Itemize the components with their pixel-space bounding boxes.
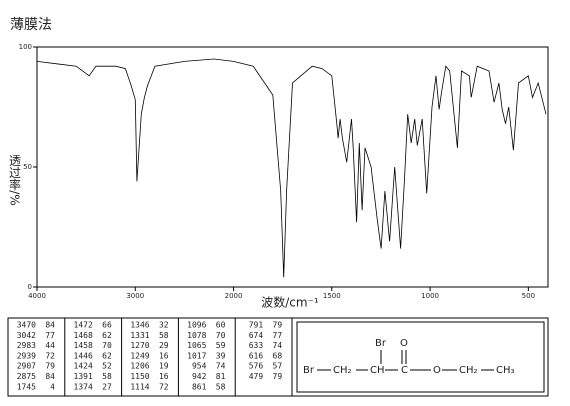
peak-transmittance: 84 [45, 321, 55, 330]
peak-transmittance: 62 [102, 331, 112, 340]
peak-wavenumber: 633 [249, 341, 264, 350]
peak-wavenumber: 2983 [17, 341, 36, 350]
peak-transmittance: 66 [102, 321, 112, 330]
peak-wavenumber: 1391 [74, 372, 93, 381]
peak-transmittance: 52 [102, 362, 112, 371]
peak-wavenumber: 616 [249, 351, 264, 360]
peak-wavenumber: 1150 [130, 372, 149, 381]
peak-transmittance: 32 [159, 321, 169, 330]
peak-wavenumber: 2907 [17, 362, 36, 371]
structure-label: CH₃ [496, 365, 515, 376]
peak-transmittance: 4 [50, 382, 55, 391]
peak-wavenumber: 1374 [74, 382, 93, 391]
peak-wavenumber: 861 [192, 382, 207, 391]
y-tick-label: 50 [23, 163, 32, 171]
peak-transmittance: 84 [45, 372, 55, 381]
x-tick-label: 4000 [28, 292, 46, 300]
peak-wavenumber: 2875 [17, 372, 36, 381]
peak-transmittance: 79 [273, 372, 283, 381]
structure-label: Br [303, 365, 315, 376]
peak-wavenumber: 791 [249, 321, 264, 330]
peak-wavenumber: 1114 [130, 382, 149, 391]
peak-transmittance: 19 [159, 362, 169, 371]
peak-transmittance: 72 [159, 382, 169, 391]
structure-label: O [400, 338, 408, 349]
peak-wavenumber: 1346 [130, 321, 149, 330]
peak-transmittance: 72 [45, 351, 55, 360]
peak-transmittance: 79 [273, 321, 283, 330]
peak-transmittance: 58 [216, 382, 226, 391]
x-tick-label: 1000 [421, 292, 439, 300]
spectrum-line [36, 58, 547, 278]
structure: Br CH₂ CH C O CH₂ CH₃ Br O [303, 338, 515, 376]
peak-wavenumber: 1424 [74, 362, 93, 371]
peak-wavenumber: 576 [249, 362, 264, 371]
structure-label: CH₂ [459, 365, 478, 376]
x-tick-label: 2000 [225, 292, 243, 300]
peak-transmittance: 70 [216, 331, 226, 340]
peak-wavenumber: 3470 [17, 321, 36, 330]
y-tick-label: 0 [28, 283, 32, 291]
peak-transmittance: 62 [102, 351, 112, 360]
structure-box [296, 321, 545, 393]
structure-label: Br [375, 338, 387, 349]
peak-wavenumber: 1206 [130, 362, 149, 371]
peak-transmittance: 16 [159, 351, 169, 360]
structure-label: CH₂ [333, 365, 352, 376]
structure-label: C [401, 365, 408, 376]
bonds [317, 350, 494, 371]
peak-wavenumber: 1331 [130, 331, 149, 340]
peak-transmittance: 44 [45, 341, 55, 350]
structure-label: CH [370, 365, 385, 376]
peak-wavenumber: 1446 [74, 351, 93, 360]
peak-transmittance: 16 [159, 372, 169, 381]
table-frame [7, 317, 549, 397]
peak-transmittance: 77 [273, 331, 283, 340]
structure-label: O [433, 365, 441, 376]
peak-transmittance: 27 [102, 382, 112, 391]
peak-transmittance: 57 [273, 362, 283, 371]
peak-wavenumber: 1468 [74, 331, 93, 340]
peak-wavenumber: 3042 [17, 331, 36, 340]
x-axis-label: 波数/cm⁻¹ [261, 295, 319, 310]
peak-wavenumber: 479 [249, 372, 264, 381]
peak-wavenumber: 1065 [187, 341, 206, 350]
peak-wavenumber: 1472 [74, 321, 93, 330]
peak-wavenumber: 1096 [187, 321, 206, 330]
y-axis-label: 透过率/% [8, 154, 22, 206]
peak-wavenumber: 1017 [187, 351, 206, 360]
x-tick-label: 500 [522, 292, 535, 300]
peak-transmittance: 77 [45, 331, 55, 340]
peak-wavenumber: 954 [192, 362, 207, 371]
peak-wavenumber: 942 [192, 372, 207, 381]
peak-wavenumber: 1078 [187, 331, 206, 340]
peak-transmittance: 60 [216, 321, 226, 330]
peak-wavenumber: 674 [249, 331, 264, 340]
peak-transmittance: 29 [159, 341, 169, 350]
peak-transmittance: 81 [216, 372, 226, 381]
x-tick-label: 3000 [126, 292, 144, 300]
chart-title: 薄膜法 [10, 17, 52, 33]
peak-wavenumber: 1249 [130, 351, 149, 360]
peak-transmittance: 74 [216, 362, 226, 371]
peak-wavenumber: 1458 [74, 341, 93, 350]
peak-wavenumber: 2939 [17, 351, 36, 360]
peak-transmittance: 59 [216, 341, 226, 350]
peak-transmittance: 39 [216, 351, 226, 360]
peak-transmittance: 70 [102, 341, 112, 350]
peak-wavenumber: 1745 [17, 382, 36, 391]
peak-wavenumber: 1270 [130, 341, 149, 350]
peak-transmittance: 74 [273, 341, 283, 350]
peak-transmittance: 58 [102, 372, 112, 381]
y-tick-label: 100 [19, 43, 32, 51]
peak-transmittance: 68 [273, 351, 283, 360]
x-tick-label: 1500 [323, 292, 341, 300]
peak-transmittance: 58 [159, 331, 169, 340]
peak-transmittance: 79 [45, 362, 55, 371]
